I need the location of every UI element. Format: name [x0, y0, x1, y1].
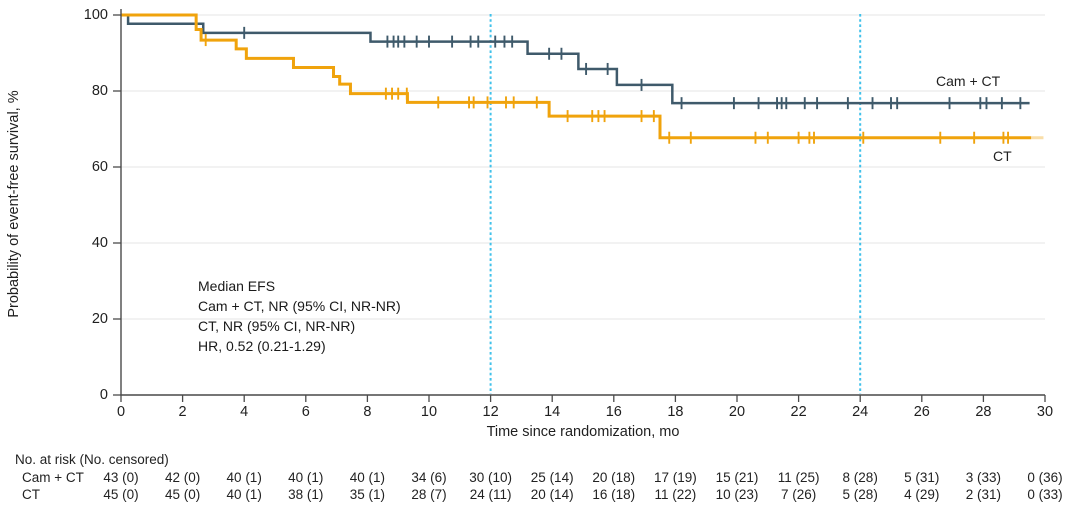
x-tick-label-10: 10	[420, 404, 438, 420]
y-tick-label-60: 60	[91, 159, 108, 175]
risk-value: 17 (19)	[654, 470, 697, 485]
series-label-ct: CT	[993, 148, 1012, 164]
x-tick-label-22: 22	[790, 404, 807, 420]
risk-value: 3 (33)	[965, 470, 1002, 485]
risk-value: 38 (1)	[288, 487, 324, 502]
risk-value: 15 (21)	[715, 470, 759, 485]
risk-value: 5 (28)	[842, 487, 878, 502]
annotation-line-median: Median EFS	[198, 278, 276, 294]
x-tick-label-12: 12	[482, 404, 499, 420]
risk-value: 8 (28)	[842, 470, 878, 485]
x-tick-label-0: 0	[116, 404, 126, 420]
risk-value: 40 (1)	[349, 470, 386, 485]
x-tick-label-14: 14	[544, 404, 561, 420]
x-tick-label-26: 26	[913, 404, 930, 420]
annotation-line-ct: CT, NR (95% CI, NR-NR)	[198, 318, 356, 334]
risk-value: 40 (1)	[288, 470, 324, 485]
x-tick-label-16: 16	[605, 404, 622, 420]
risk-value: 11 (25)	[777, 470, 820, 485]
risk-value: 40 (1)	[226, 470, 262, 485]
y-tick-label-0: 0	[99, 387, 108, 403]
x-axis-label: Time since randomization, mo	[486, 424, 680, 440]
risk-value: 45 (0)	[164, 487, 201, 502]
risk-row-label-ct: CT	[22, 487, 40, 502]
risk-value: 11 (22)	[654, 487, 697, 502]
series-label-cam-ct: Cam + CT	[936, 73, 1001, 89]
y-tick-label-100: 100	[83, 7, 108, 23]
risk-value: 43 (0)	[103, 470, 139, 485]
risk-value: 30 (10)	[469, 470, 512, 485]
y-tick-label-20: 20	[91, 311, 108, 327]
risk-value: 16 (18)	[592, 487, 636, 502]
risk-value: 45 (0)	[103, 487, 139, 502]
risk-value: 24 (11)	[469, 487, 512, 502]
x-tick-label-24: 24	[852, 404, 869, 420]
risk-value: 10 (23)	[715, 487, 759, 502]
y-axis-label: Probability of event-free survival, %	[6, 90, 22, 318]
km-curve-ct	[121, 13, 1032, 140]
risk-value: 42 (0)	[164, 470, 201, 485]
risk-value: 35 (1)	[349, 487, 386, 502]
risk-value: 4 (29)	[904, 487, 940, 502]
y-tick-label-80: 80	[91, 83, 108, 99]
annotation-line-hr: HR, 0.52 (0.21-1.29)	[198, 338, 326, 354]
risk-value: 28 (7)	[411, 487, 447, 502]
risk-value: 20 (18)	[592, 470, 636, 485]
km-curve-cam-ct	[121, 13, 1030, 105]
median-efs-annotation: Median EFS Cam + CT, NR (95% CI, NR-NR) …	[198, 276, 401, 356]
x-tick-label-18: 18	[667, 404, 684, 420]
risk-value: 25 (14)	[530, 470, 574, 485]
risk-table-header: No. at risk (No. censored)	[15, 452, 169, 467]
x-tick-label-30: 30	[1036, 404, 1054, 420]
risk-value: 7 (26)	[780, 487, 817, 502]
x-tick-label-6: 6	[301, 404, 310, 420]
x-tick-label-28: 28	[975, 404, 992, 420]
y-tick-label-40: 40	[91, 235, 108, 251]
annotation-line-cam-ct: Cam + CT, NR (95% CI, NR-NR)	[198, 298, 401, 314]
x-tick-label-20: 20	[728, 404, 746, 420]
risk-value: 40 (1)	[226, 487, 262, 502]
x-tick-label-4: 4	[240, 404, 249, 420]
risk-value: 20 (14)	[530, 487, 574, 502]
risk-value: 0 (33)	[1027, 487, 1063, 502]
risk-value: 2 (31)	[965, 487, 1002, 502]
x-tick-label-8: 8	[363, 404, 372, 420]
risk-row-label-cam-ct: Cam + CT	[22, 470, 84, 485]
risk-value: 34 (6)	[411, 470, 447, 485]
x-tick-label-2: 2	[178, 404, 187, 420]
risk-value: 0 (36)	[1027, 470, 1063, 485]
risk-value: 5 (31)	[904, 470, 940, 485]
